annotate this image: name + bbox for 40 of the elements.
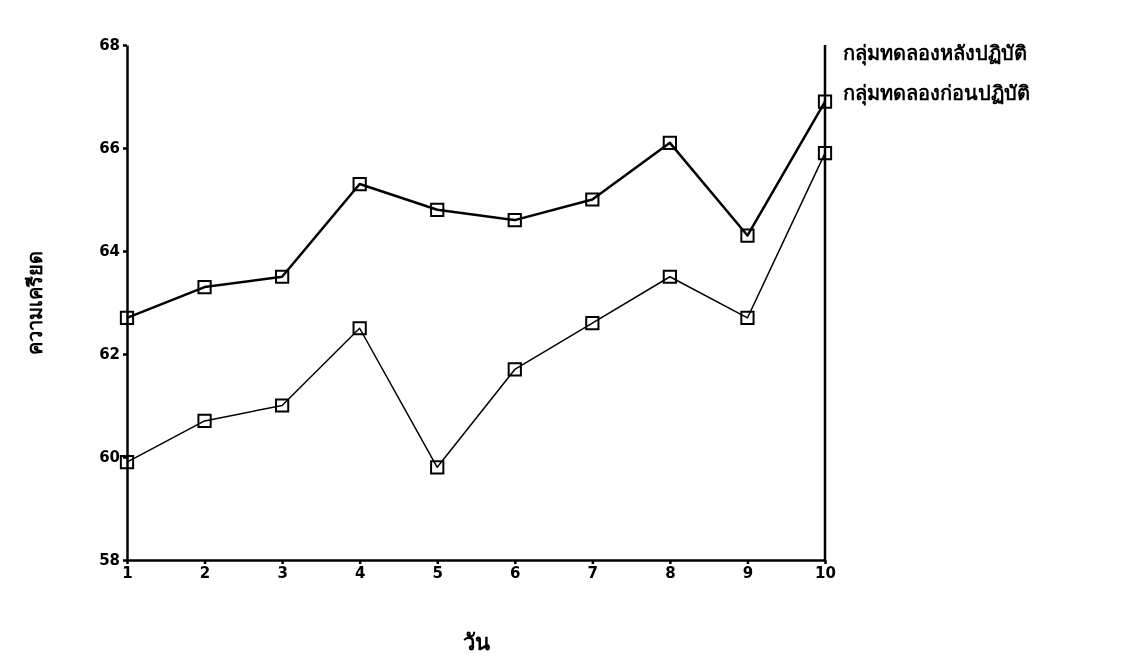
point (662, 135, 678, 150)
point (119, 455, 135, 470)
point (430, 202, 445, 217)
y-tick-label: 58 (99, 551, 120, 570)
y-tick-label: 68 (99, 36, 120, 55)
x-tick-label: 9 (742, 563, 754, 582)
point (817, 94, 833, 109)
x-tick-label: 4 (354, 563, 366, 582)
x-axis-title: วัน (462, 630, 490, 655)
x-tick-label: 5 (432, 563, 443, 582)
point (352, 176, 367, 192)
y-tick-label: 60 (99, 448, 120, 467)
y-tick-label: 66 (99, 139, 120, 158)
point (274, 398, 290, 413)
point (585, 192, 600, 207)
x-tick-label: 8 (665, 563, 676, 582)
point (507, 362, 522, 377)
point (585, 315, 600, 331)
point (274, 269, 290, 284)
x-tick-label: 10 (815, 563, 836, 582)
y-axis-title: ความเครียด (23, 250, 47, 355)
x-tick-label: 1 (122, 563, 133, 582)
y-tick-label: 64 (99, 242, 120, 261)
y-tick-label: 62 (99, 345, 120, 364)
x-tick-label: 2 (199, 563, 211, 582)
point (197, 413, 212, 429)
point (507, 212, 522, 228)
point (662, 269, 678, 284)
series-label: กลุ่มทดลองหลังปฏิบัติ (843, 41, 1027, 66)
x-tick-label: 7 (587, 563, 599, 582)
point (352, 321, 367, 336)
point (430, 460, 445, 475)
point (197, 279, 212, 295)
text: กลุ่มทดลองก่อนปฏิบัติ (843, 81, 1030, 106)
point (119, 310, 135, 326)
x-tick-label: 3 (277, 563, 288, 582)
point (817, 146, 833, 161)
x-tick-label: 6 (510, 563, 521, 582)
point (740, 228, 755, 243)
point (740, 310, 755, 326)
